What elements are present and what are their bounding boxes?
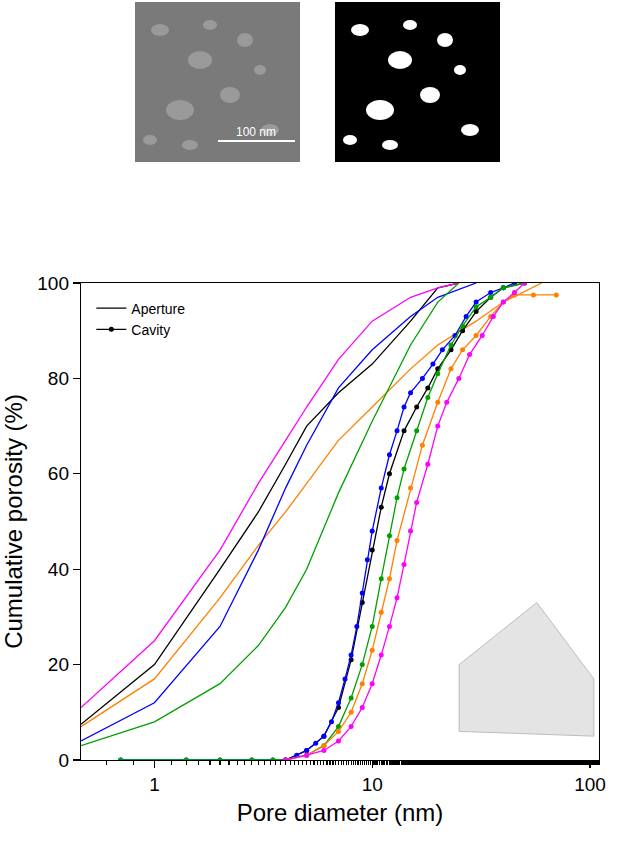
svg-text:Cavity: Cavity: [131, 322, 170, 338]
svg-text:Aperture: Aperture: [131, 301, 185, 317]
svg-text:Cumulative porosity (%): Cumulative porosity (%): [0, 394, 27, 649]
svg-text:40: 40: [48, 559, 69, 580]
svg-text:10: 10: [362, 774, 383, 795]
svg-text:100: 100: [574, 774, 606, 795]
svg-text:Pore diameter (nm): Pore diameter (nm): [237, 799, 444, 826]
svg-text:100: 100: [37, 273, 69, 294]
svg-text:60: 60: [48, 463, 69, 484]
svg-text:100 nm: 100 nm: [236, 125, 276, 139]
svg-text:0: 0: [58, 750, 69, 771]
svg-text:20: 20: [48, 654, 69, 675]
svg-text:80: 80: [48, 368, 69, 389]
svg-text:1: 1: [149, 774, 160, 795]
